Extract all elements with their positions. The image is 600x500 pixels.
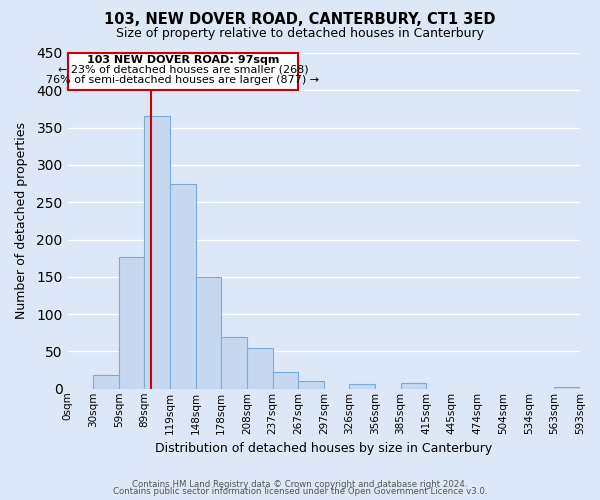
Bar xyxy=(93,376,119,389)
X-axis label: Distribution of detached houses by size in Canterbury: Distribution of detached houses by size … xyxy=(155,442,493,455)
Bar xyxy=(272,372,298,389)
Bar xyxy=(401,383,426,389)
Text: Contains public sector information licensed under the Open Government Licence v3: Contains public sector information licen… xyxy=(113,487,487,496)
Bar xyxy=(145,116,170,389)
Bar xyxy=(247,348,272,389)
Bar xyxy=(221,336,247,389)
Bar xyxy=(349,384,375,389)
Text: 76% of semi-detached houses are larger (877) →: 76% of semi-detached houses are larger (… xyxy=(46,74,319,85)
FancyBboxPatch shape xyxy=(68,53,298,90)
Bar xyxy=(554,388,580,389)
Text: Size of property relative to detached houses in Canterbury: Size of property relative to detached ho… xyxy=(116,28,484,40)
Text: Contains HM Land Registry data © Crown copyright and database right 2024.: Contains HM Land Registry data © Crown c… xyxy=(132,480,468,489)
Text: 103, NEW DOVER ROAD, CANTERBURY, CT1 3ED: 103, NEW DOVER ROAD, CANTERBURY, CT1 3ED xyxy=(104,12,496,28)
Y-axis label: Number of detached properties: Number of detached properties xyxy=(15,122,28,320)
Bar xyxy=(119,258,145,389)
Text: 103 NEW DOVER ROAD: 97sqm: 103 NEW DOVER ROAD: 97sqm xyxy=(86,55,279,65)
Text: ← 23% of detached houses are smaller (268): ← 23% of detached houses are smaller (26… xyxy=(58,65,308,75)
Bar xyxy=(196,277,221,389)
Bar xyxy=(298,382,324,389)
Bar xyxy=(170,184,196,389)
